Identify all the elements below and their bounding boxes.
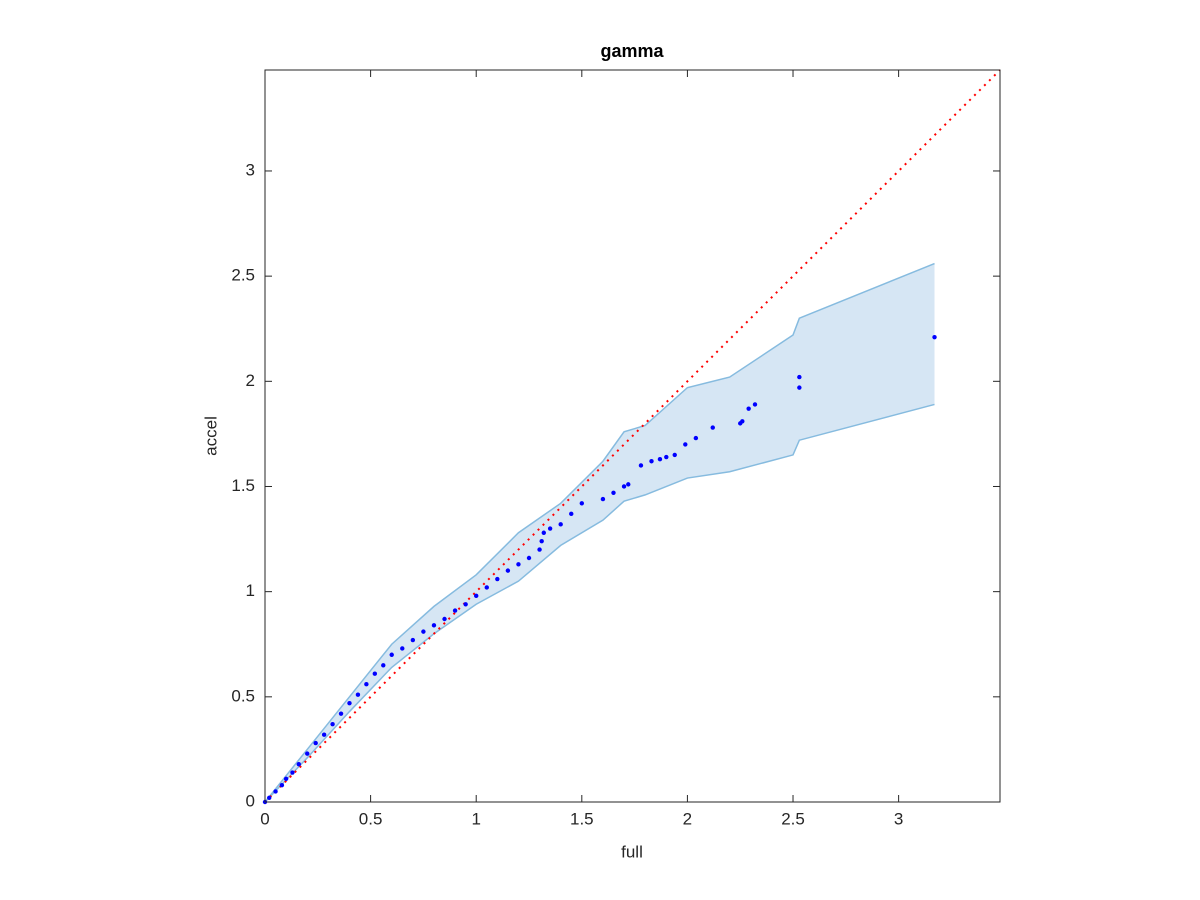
data-point: [495, 576, 500, 582]
data-point: [431, 623, 437, 628]
x-tick-label: 0: [260, 809, 269, 828]
data-point: [600, 496, 606, 502]
y-tick-label: 1: [246, 581, 255, 600]
data-point: [752, 402, 758, 407]
x-tick-label: 1.5: [570, 809, 594, 828]
data-point: [273, 789, 278, 794]
data-point: [372, 671, 378, 676]
data-point: [296, 761, 301, 767]
data-point: [797, 374, 802, 380]
data-point: [474, 593, 479, 599]
data-point: [505, 568, 511, 573]
data-point: [558, 522, 563, 527]
data-point: [364, 682, 369, 687]
data-point: [664, 454, 669, 460]
data-point: [547, 526, 553, 531]
data-point: [649, 459, 654, 464]
data-point: [321, 732, 327, 737]
data-point: [463, 602, 468, 607]
data-point: [330, 721, 335, 727]
data-point: [621, 484, 627, 489]
x-tick-label: 2.5: [781, 809, 805, 828]
data-point: [657, 456, 663, 462]
chart-title: gamma: [600, 41, 664, 61]
data-point: [710, 425, 715, 430]
band-edge: [264, 262, 935, 803]
y-tick-label: 3: [246, 160, 255, 179]
data-point: [569, 511, 574, 517]
data-point: [484, 585, 489, 590]
x-axis-label: full: [621, 842, 643, 861]
data-point: [740, 419, 745, 424]
data-point: [797, 385, 802, 390]
data-point: [746, 406, 751, 411]
y-axis-label: accel: [201, 416, 220, 456]
data-point: [410, 637, 416, 643]
y-tick-label: 0.5: [231, 686, 255, 705]
data-point: [539, 538, 544, 544]
data-point: [347, 700, 352, 706]
data-point: [626, 482, 631, 487]
data-point: [267, 795, 272, 800]
data-point: [541, 530, 546, 535]
data-point: [638, 463, 644, 468]
data-point: [305, 751, 310, 756]
data-point: [421, 629, 426, 634]
x-tick-label: 2: [683, 809, 692, 828]
data-point: [579, 501, 585, 506]
data-point: [526, 555, 532, 561]
data-point: [283, 776, 289, 782]
axes-box: [264, 69, 1001, 803]
data-point: [442, 616, 447, 622]
data-point: [611, 490, 616, 495]
data-point: [290, 770, 295, 775]
y-tick-label: 1.5: [231, 476, 255, 495]
x-tick-label: 3: [894, 809, 903, 828]
confidence-band: [265, 263, 935, 803]
data-point: [932, 334, 937, 340]
y-tick-label: 2: [246, 371, 255, 390]
data-point: [313, 740, 318, 746]
data-point: [381, 663, 386, 668]
data-point: [683, 442, 688, 447]
data-point: [279, 782, 285, 788]
data-point: [672, 452, 677, 458]
band-edge: [264, 403, 935, 803]
x-tick-label: 1: [471, 809, 480, 828]
y-tick-label: 2.5: [231, 266, 255, 285]
data-point: [389, 652, 394, 657]
data-point: [693, 435, 699, 441]
data-point: [400, 646, 405, 651]
x-tick-label: 0.5: [359, 809, 383, 828]
data-point: [338, 711, 344, 716]
reference-line: [264, 69, 1001, 803]
data-point: [355, 692, 361, 697]
data-point: [452, 608, 458, 613]
y-tick-label: 0: [246, 791, 255, 810]
data-point: [537, 547, 542, 552]
data-point: [516, 562, 521, 567]
